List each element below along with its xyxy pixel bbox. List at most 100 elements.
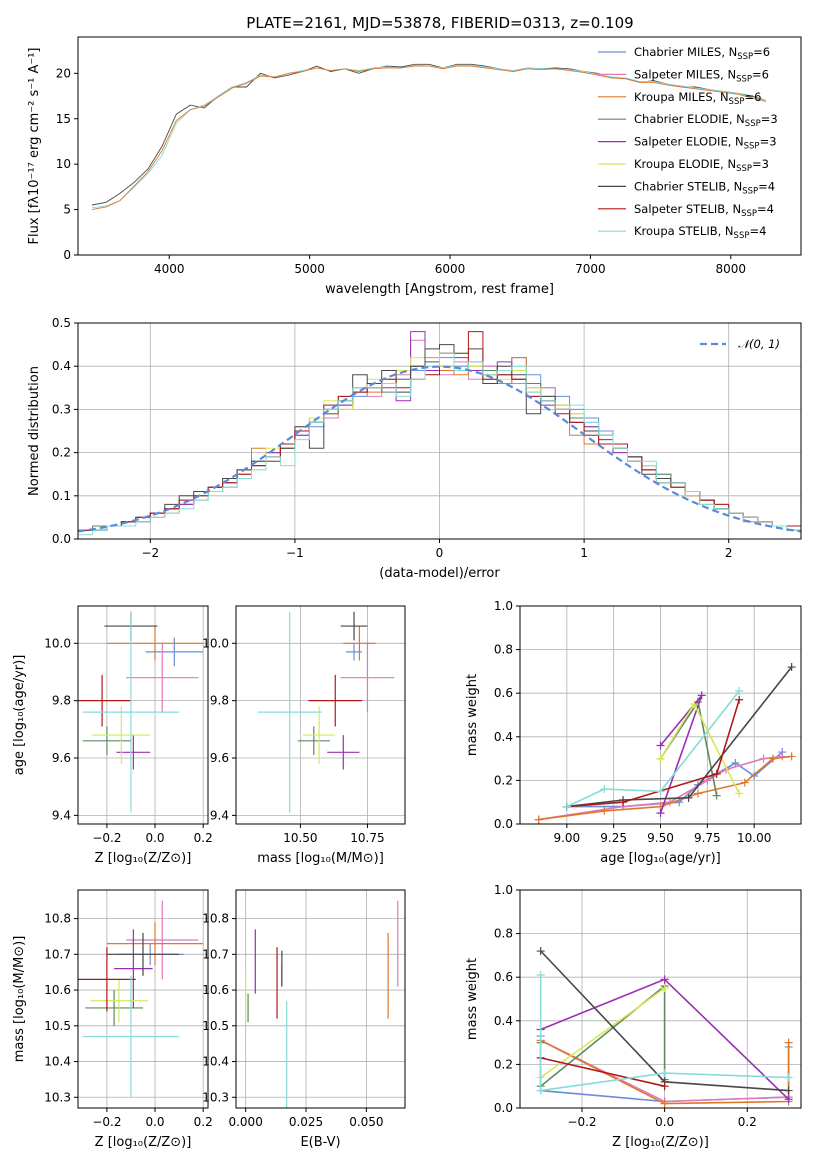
x-axis-label: E(B-V): [300, 1135, 340, 1150]
marker-point: [784, 1086, 793, 1095]
marker-point: [656, 754, 665, 763]
y-tick-label: 0.3: [52, 402, 71, 416]
y-tick-label: 0.2: [52, 446, 71, 460]
x-tick-label: −1: [286, 546, 304, 560]
marker-point: [690, 700, 699, 709]
legend-label: Salpeter MILES, NSSP=6: [634, 67, 769, 84]
x-tick-label: 10.50: [283, 831, 317, 845]
x-tick-label: −0.2: [92, 831, 121, 845]
marker-point: [656, 741, 665, 750]
marker-point: [600, 806, 609, 815]
weight-line-salpeter_stelib: [540, 1057, 665, 1087]
y-tick-label: 10.0: [44, 636, 71, 650]
axes-frame: [235, 889, 406, 1109]
axes-frame: [77, 322, 802, 540]
marker-point: [660, 984, 669, 993]
x-tick-label: 4000: [154, 262, 185, 276]
y-axis-label: Normed distribution: [27, 366, 42, 496]
panel-2: −0.2 0.0 0.2 9.4 9.6 9.8 10.0 Z [log₁₀(Z/Z⊙)] ag…: [12, 605, 213, 866]
plot-area: [245, 900, 399, 1108]
axes-frame: [77, 36, 802, 256]
panel-6: 0.000 0.025 0.050 10.3 10.4 10.5 10.6 10.7 10.8 E…: [202, 889, 406, 1150]
x-tick-label: 8000: [716, 262, 747, 276]
x-tick-label: −0.2: [567, 1115, 596, 1129]
y-tick-label: 1.0: [494, 599, 513, 613]
y-tick-label: 10.7: [44, 947, 71, 961]
x-tick-label: 0.0: [145, 1115, 164, 1129]
marker-point: [534, 815, 543, 824]
y-tick-label: 10.5: [202, 1019, 229, 1033]
y-tick-label: 9.6: [210, 751, 229, 765]
plot-area: [78, 900, 204, 1098]
legend-label: Kroupa STELIB, NSSP=4: [634, 224, 766, 241]
weight-line-salpeter_stelib: [566, 699, 740, 808]
weight-line-kroupa_miles: [538, 755, 792, 821]
y-axis-label: age [log₁₀(age/yr)]: [12, 655, 27, 776]
y-tick-label: 10.7: [202, 947, 229, 961]
legend-label: Salpeter ELODIE, NSSP=3: [634, 135, 777, 152]
x-tick-label: 0.0: [145, 831, 164, 845]
y-tick-label: 0.2: [494, 773, 513, 787]
x-axis-label: Z [log₁₀(Z/Z⊙)]: [612, 1135, 709, 1150]
y-tick-label: 10: [56, 157, 71, 171]
marker-point: [660, 1069, 669, 1078]
marker-point: [735, 687, 744, 696]
weight-line-kroupa_stelib: [566, 690, 740, 808]
marker-point: [619, 798, 628, 807]
marker-point: [600, 785, 609, 794]
y-tick-label: 0.8: [494, 643, 513, 657]
y-tick-label: 10.8: [44, 912, 71, 926]
x-axis-label: age [log₁₀(age/yr)]: [600, 851, 721, 866]
x-axis-label: (data-model)/error: [379, 566, 500, 581]
axes-frame: [519, 605, 802, 825]
panel-0: 4000 5000 6000 7000 8000 0 5 10 15 20 wavelength […: [27, 36, 802, 297]
plot-area: [536, 947, 793, 1108]
y-tick-label: 0.2: [494, 1057, 513, 1071]
x-tick-label: −2: [141, 546, 159, 560]
y-tick-label: 9.4: [52, 808, 71, 822]
y-tick-label: 10.4: [44, 1055, 71, 1069]
legend-label: Chabrier MILES, NSSP=6: [634, 45, 770, 62]
axes-frame: [519, 889, 802, 1109]
x-tick-label: 9.00: [553, 831, 580, 845]
marker-point: [536, 971, 545, 980]
y-tick-label: 0.4: [52, 359, 71, 373]
marker-point: [768, 754, 777, 763]
marker-point: [784, 1038, 793, 1047]
y-tick-label: 10.3: [44, 1090, 71, 1104]
y-tick-label: 10.6: [44, 983, 71, 997]
x-tick-label: 6000: [435, 262, 466, 276]
panel-7: −0.2 0.0 0.2 0.0 0.2 0.4 0.6 0.8 1.0 Z [log₁₀(Z/Z…: [465, 883, 802, 1150]
y-tick-label: 0.0: [52, 532, 71, 546]
axes-frame: [77, 605, 209, 825]
legend: 𝒩(0, 1): [700, 337, 780, 351]
y-tick-label: 10.3: [202, 1090, 229, 1104]
y-tick-label: 10.5: [44, 1019, 71, 1033]
marker-point: [712, 791, 721, 800]
marker-point: [697, 691, 706, 700]
y-tick-label: 0.0: [494, 817, 513, 831]
marker-point: [784, 1073, 793, 1082]
y-tick-label: 9.8: [210, 694, 229, 708]
marker-point: [712, 769, 721, 778]
marker-point: [735, 789, 744, 798]
y-tick-label: 0.4: [494, 1014, 513, 1028]
x-tick-label: 10.75: [350, 831, 384, 845]
y-tick-label: 10.8: [202, 912, 229, 926]
y-tick-label: 1.0: [494, 883, 513, 897]
y-tick-label: 0.6: [494, 970, 513, 984]
panel-5: −0.2 0.0 0.2 10.3 10.4 10.5 10.6 10.7 10.8 Z [log…: [12, 889, 213, 1150]
weight-line-chabrier_stelib: [566, 666, 793, 808]
x-tick-label: 0.025: [289, 1115, 323, 1129]
plot-area: [78, 331, 801, 536]
y-tick-label: 15: [56, 112, 71, 126]
marker-point: [784, 1095, 793, 1104]
legend-label: Kroupa MILES, NSSP=6: [634, 90, 761, 107]
y-tick-label: 20: [56, 66, 71, 80]
legend: Chabrier MILES, NSSP=6 Salpeter MILES, NS…: [598, 45, 778, 241]
legend-label: Chabrier ELODIE, NSSP=3: [634, 112, 778, 129]
x-tick-label: 5000: [294, 262, 325, 276]
x-tick-label: 0: [436, 546, 444, 560]
legend-label: Chabrier STELIB, NSSP=4: [634, 179, 775, 196]
